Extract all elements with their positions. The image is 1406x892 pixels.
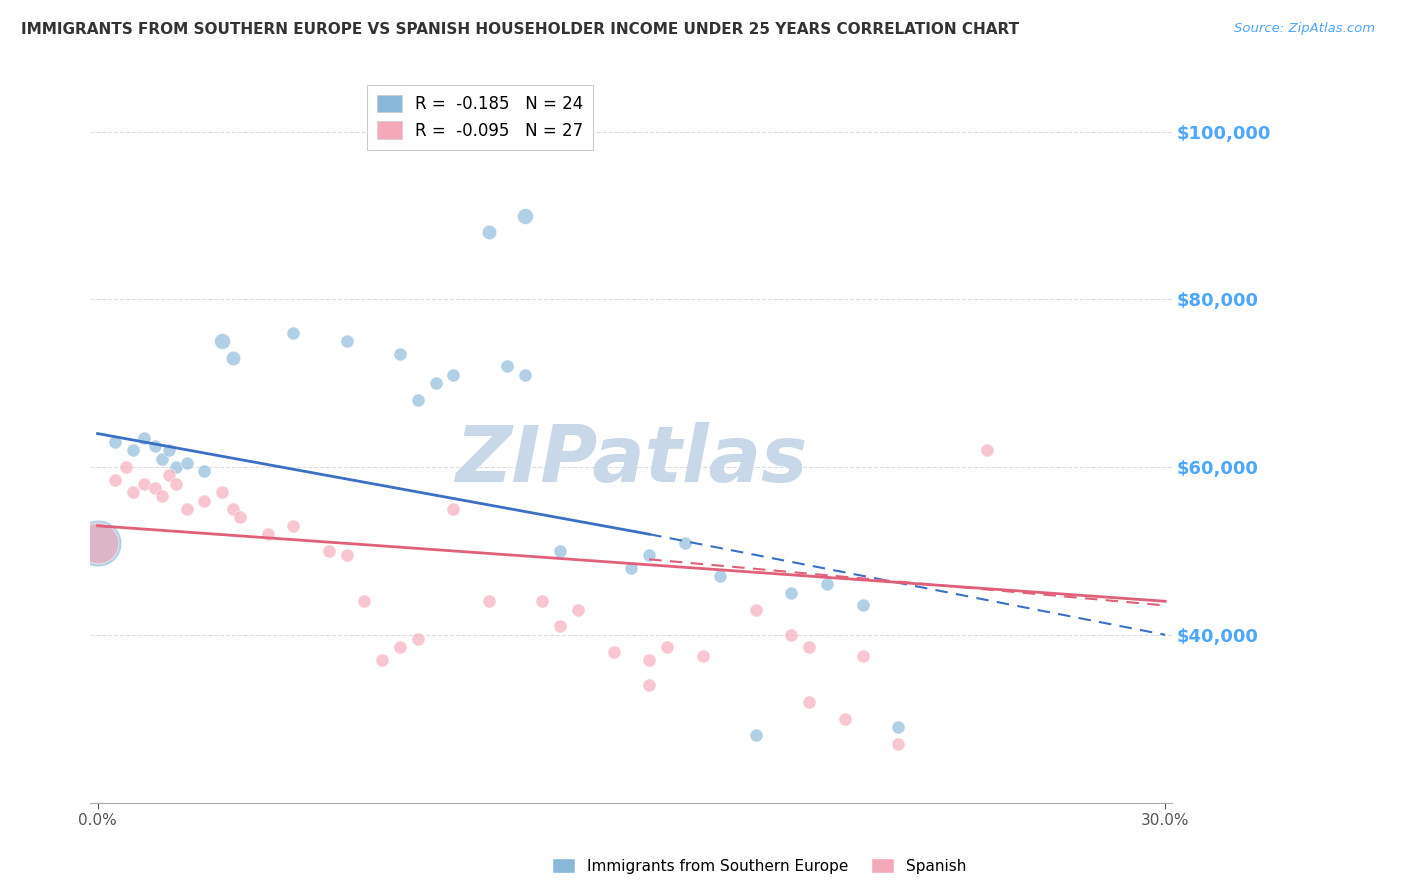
- Point: [211, 485, 233, 500]
- Point: [193, 493, 215, 508]
- Point: [211, 334, 233, 349]
- Point: [638, 653, 661, 667]
- Point: [257, 527, 280, 541]
- Point: [122, 443, 145, 458]
- Point: [815, 577, 838, 591]
- Point: [638, 678, 661, 692]
- Point: [150, 490, 173, 504]
- Point: [86, 535, 108, 549]
- Point: [389, 640, 412, 655]
- Point: [406, 632, 429, 646]
- Point: [799, 695, 821, 709]
- Point: [548, 619, 571, 633]
- Point: [157, 468, 180, 483]
- Point: [531, 594, 554, 608]
- Point: [222, 502, 245, 516]
- Point: [887, 737, 910, 751]
- Point: [165, 460, 187, 475]
- Point: [976, 443, 998, 458]
- Point: [143, 439, 166, 453]
- Point: [318, 544, 340, 558]
- Point: [887, 720, 910, 734]
- Point: [283, 518, 305, 533]
- Point: [443, 368, 465, 382]
- Point: [799, 640, 821, 655]
- Legend: Immigrants from Southern Europe, Spanish: Immigrants from Southern Europe, Spanish: [546, 852, 973, 880]
- Point: [336, 334, 359, 349]
- Point: [673, 535, 696, 549]
- Point: [478, 594, 501, 608]
- Point: [143, 481, 166, 495]
- Point: [780, 628, 803, 642]
- Point: [780, 586, 803, 600]
- Point: [132, 476, 155, 491]
- Point: [122, 485, 145, 500]
- Text: Source: ZipAtlas.com: Source: ZipAtlas.com: [1234, 22, 1375, 36]
- Point: [165, 476, 187, 491]
- Point: [709, 569, 731, 583]
- Point: [548, 544, 571, 558]
- Point: [132, 431, 155, 445]
- Point: [567, 602, 589, 616]
- Legend: R =  -0.185   N = 24, R =  -0.095   N = 27: R = -0.185 N = 24, R = -0.095 N = 27: [367, 85, 593, 150]
- Point: [745, 602, 768, 616]
- Point: [176, 456, 198, 470]
- Point: [371, 653, 394, 667]
- Point: [353, 594, 375, 608]
- Point: [852, 599, 875, 613]
- Point: [745, 728, 768, 742]
- Point: [513, 368, 536, 382]
- Point: [425, 376, 447, 391]
- Point: [852, 648, 875, 663]
- Text: IMMIGRANTS FROM SOUTHERN EUROPE VS SPANISH HOUSEHOLDER INCOME UNDER 25 YEARS COR: IMMIGRANTS FROM SOUTHERN EUROPE VS SPANI…: [21, 22, 1019, 37]
- Point: [193, 464, 215, 478]
- Point: [389, 347, 412, 361]
- Point: [513, 209, 536, 223]
- Point: [443, 502, 465, 516]
- Point: [86, 535, 108, 549]
- Point: [336, 548, 359, 562]
- Point: [157, 443, 180, 458]
- Point: [283, 326, 305, 340]
- Point: [620, 560, 643, 574]
- Point: [150, 451, 173, 466]
- Point: [406, 392, 429, 407]
- Point: [104, 434, 127, 449]
- Point: [638, 548, 661, 562]
- Point: [222, 351, 245, 365]
- Point: [115, 460, 138, 475]
- Point: [834, 712, 856, 726]
- Point: [104, 473, 127, 487]
- Point: [229, 510, 252, 524]
- Point: [478, 225, 501, 239]
- Text: ZIPatlas: ZIPatlas: [456, 422, 807, 498]
- Point: [655, 640, 678, 655]
- Point: [176, 502, 198, 516]
- Point: [602, 644, 624, 658]
- Point: [692, 648, 714, 663]
- Point: [495, 359, 517, 374]
